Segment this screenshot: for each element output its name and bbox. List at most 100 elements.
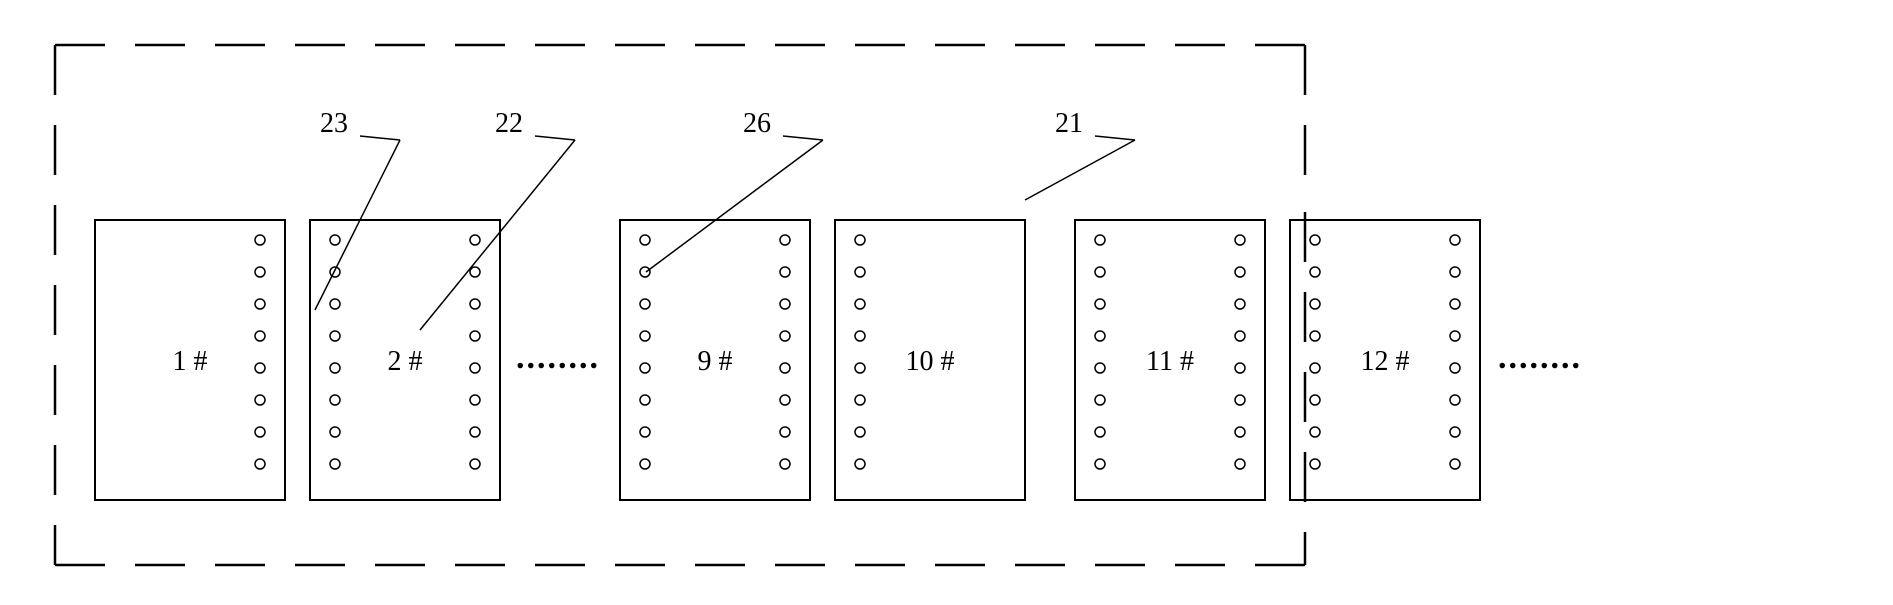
box-11-pin-right-2 bbox=[1235, 267, 1245, 277]
callout-23-text: 23 bbox=[320, 108, 348, 139]
box-1-pin-right-5 bbox=[255, 363, 265, 373]
box-12-pin-right-5 bbox=[1450, 363, 1460, 373]
box-9-pin-right-8 bbox=[780, 459, 790, 469]
box-12-pin-left-4 bbox=[1310, 331, 1320, 341]
box-10-pin-left-7 bbox=[855, 427, 865, 437]
box-1-pin-right-6 bbox=[255, 395, 265, 405]
box-9-pin-left-2 bbox=[640, 267, 650, 277]
box-2-pin-left-1 bbox=[330, 235, 340, 245]
box-12-pin-right-1 bbox=[1450, 235, 1460, 245]
box-12-pin-left-8 bbox=[1310, 459, 1320, 469]
box-11-pin-left-8 bbox=[1095, 459, 1105, 469]
box-10-pin-left-4 bbox=[855, 331, 865, 341]
box-11-pin-right-8 bbox=[1235, 459, 1245, 469]
callout-21-stub bbox=[1095, 136, 1135, 140]
box-11-pin-left-6 bbox=[1095, 395, 1105, 405]
box-11-pin-left-7 bbox=[1095, 427, 1105, 437]
box-10-label: 10 # bbox=[906, 346, 955, 377]
box-9-pin-right-6 bbox=[780, 395, 790, 405]
box-9-pin-right-4 bbox=[780, 331, 790, 341]
callout-26: 26 bbox=[646, 108, 823, 272]
box-9-pin-right-7 bbox=[780, 427, 790, 437]
box-12-pin-left-1 bbox=[1310, 235, 1320, 245]
box-11-pin-left-4 bbox=[1095, 331, 1105, 341]
box-9-pin-left-3 bbox=[640, 299, 650, 309]
box-2-pin-right-7 bbox=[470, 427, 480, 437]
callout-26-stub bbox=[783, 136, 823, 140]
box-11-pin-right-6 bbox=[1235, 395, 1245, 405]
box-2-pin-right-6 bbox=[470, 395, 480, 405]
box-2-pin-left-6 bbox=[330, 395, 340, 405]
box-12-pin-right-2 bbox=[1450, 267, 1460, 277]
box-1-label: 1 # bbox=[173, 346, 208, 377]
callout-23: 23 bbox=[315, 108, 400, 310]
box-9-pin-left-6 bbox=[640, 395, 650, 405]
box-11-pin-right-1 bbox=[1235, 235, 1245, 245]
box-11-pin-left-3 bbox=[1095, 299, 1105, 309]
box-10-pin-left-5 bbox=[855, 363, 865, 373]
box-2-pin-right-8 bbox=[470, 459, 480, 469]
box-1-pin-right-7 bbox=[255, 427, 265, 437]
box-12-pin-right-3 bbox=[1450, 299, 1460, 309]
box-2-pin-right-4 bbox=[470, 331, 480, 341]
callout-23-leader bbox=[315, 140, 400, 310]
box-12-pin-left-3 bbox=[1310, 299, 1320, 309]
box-12-label: 12 # bbox=[1361, 346, 1410, 377]
box-12-pin-right-7 bbox=[1450, 427, 1460, 437]
box-12: 12 # bbox=[1290, 220, 1480, 500]
callout-22-leader bbox=[420, 140, 575, 330]
technical-diagram: 1 # 2 # 9 # 10 # 11 # 12 #................ 23 2… bbox=[0, 0, 1893, 600]
box-2-pin-left-3 bbox=[330, 299, 340, 309]
box-11-pin-left-1 bbox=[1095, 235, 1105, 245]
callout-21-text: 21 bbox=[1055, 108, 1083, 139]
box-2-pin-right-2 bbox=[470, 267, 480, 277]
box-2-pin-left-7 bbox=[330, 427, 340, 437]
box-1-pin-right-4 bbox=[255, 331, 265, 341]
box-1: 1 # bbox=[95, 220, 285, 500]
box-2-pin-right-1 bbox=[470, 235, 480, 245]
box-2-label: 2 # bbox=[388, 346, 423, 377]
box-1-pin-right-3 bbox=[255, 299, 265, 309]
box-9-pin-right-1 bbox=[780, 235, 790, 245]
box-12-pin-right-6 bbox=[1450, 395, 1460, 405]
box-10: 10 # bbox=[835, 220, 1025, 500]
box-2-pin-left-4 bbox=[330, 331, 340, 341]
box-9: 9 # bbox=[620, 220, 810, 500]
box-2-pin-right-3 bbox=[470, 299, 480, 309]
callout-22-stub bbox=[535, 136, 575, 140]
box-9-pin-left-4 bbox=[640, 331, 650, 341]
box-2-pin-left-8 bbox=[330, 459, 340, 469]
box-11-pin-right-3 bbox=[1235, 299, 1245, 309]
box-2-pin-right-5 bbox=[470, 363, 480, 373]
box-1-pin-right-1 bbox=[255, 235, 265, 245]
box-9-pin-left-5 bbox=[640, 363, 650, 373]
box-12-pin-left-7 bbox=[1310, 427, 1320, 437]
box-11-pin-left-5 bbox=[1095, 363, 1105, 373]
callout-21-leader bbox=[1025, 140, 1135, 200]
box-9-pin-right-3 bbox=[780, 299, 790, 309]
box-12-pin-left-6 bbox=[1310, 395, 1320, 405]
box-10-pin-left-6 bbox=[855, 395, 865, 405]
callout-22-text: 22 bbox=[495, 108, 523, 139]
box-12-pin-right-4 bbox=[1450, 331, 1460, 341]
box-9-pin-right-5 bbox=[780, 363, 790, 373]
box-11: 11 # bbox=[1075, 220, 1265, 500]
box-10-pin-left-8 bbox=[855, 459, 865, 469]
box-11-pin-right-7 bbox=[1235, 427, 1245, 437]
box-12-pin-right-8 bbox=[1450, 459, 1460, 469]
ellipsis-1: ........ bbox=[516, 339, 600, 376]
box-9-pin-right-2 bbox=[780, 267, 790, 277]
box-11-label: 11 # bbox=[1146, 346, 1194, 377]
box-2-pin-left-5 bbox=[330, 363, 340, 373]
box-10-pin-left-2 bbox=[855, 267, 865, 277]
box-9-pin-left-7 bbox=[640, 427, 650, 437]
callout-23-stub bbox=[360, 136, 400, 140]
ellipsis-2: ........ bbox=[1498, 339, 1582, 376]
box-11-pin-right-4 bbox=[1235, 331, 1245, 341]
callout-26-text: 26 bbox=[743, 108, 771, 139]
box-10-pin-left-3 bbox=[855, 299, 865, 309]
box-1-pin-right-2 bbox=[255, 267, 265, 277]
box-12-pin-left-2 bbox=[1310, 267, 1320, 277]
box-9-pin-left-8 bbox=[640, 459, 650, 469]
box-10-pin-left-1 bbox=[855, 235, 865, 245]
